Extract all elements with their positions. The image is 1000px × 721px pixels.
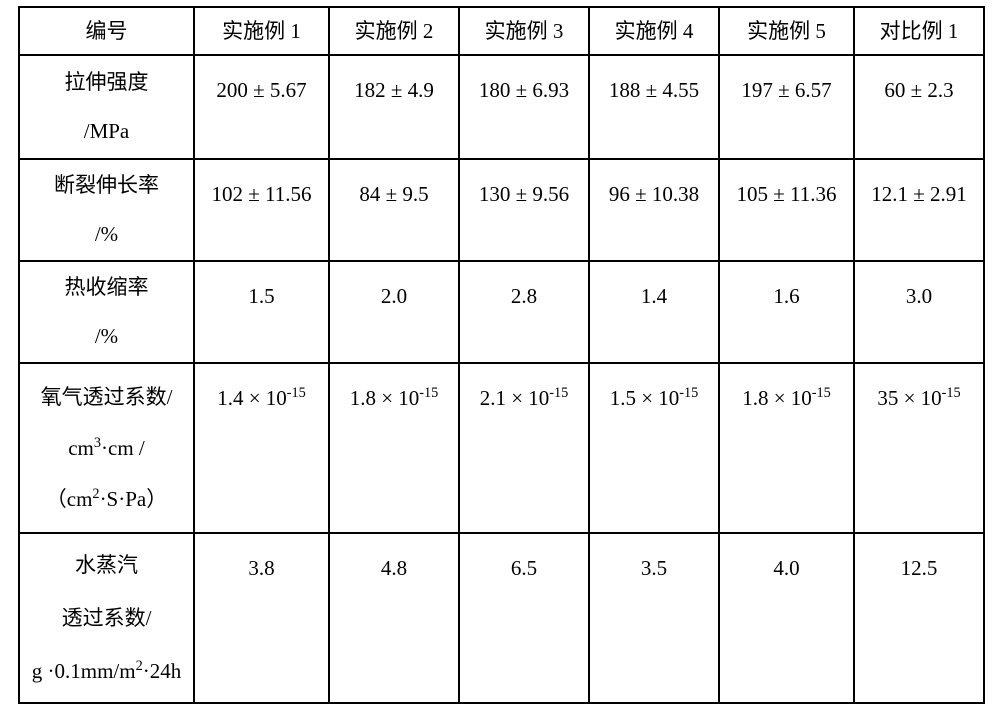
row5-label-line2: 透过系数/ (20, 608, 193, 629)
row5-v4-text: 3.5 (641, 556, 667, 580)
row3-label: 热收缩率 /% (19, 261, 194, 363)
row4-v3: 2.1 × 10-15 (459, 363, 589, 533)
row5-label-line1: 水蒸汽 (20, 555, 193, 576)
row3-v3: 2.8 (459, 261, 589, 363)
row3-label-line1: 热收缩率 (20, 277, 193, 298)
row1-v1-text: 200 ± 5.67 (216, 78, 306, 102)
row4-v2-text: 1.8 × 10-15 (350, 386, 439, 410)
row3-v4: 1.4 (589, 261, 719, 363)
row1-v5-text: 197 ± 6.57 (741, 78, 831, 102)
col-header-cmp1-text: 对比例 1 (880, 19, 959, 43)
table-row: 氧气透过系数/ cm3·cm / （cm2·S·Pa） 1.4 × 10-15 … (19, 363, 984, 533)
row4-v2: 1.8 × 10-15 (329, 363, 459, 533)
row5-v1: 3.8 (194, 533, 329, 703)
row3-v3-text: 2.8 (511, 284, 537, 308)
row5-v2-text: 4.8 (381, 556, 407, 580)
row4-label: 氧气透过系数/ cm3·cm / （cm2·S·Pa） (19, 363, 194, 533)
row1-v1: 200 ± 5.67 (194, 55, 329, 159)
row2-label: 断裂伸长率 /% (19, 159, 194, 261)
row5-v5: 4.0 (719, 533, 854, 703)
table-row: 水蒸汽 透过系数/ g ·0.1mm/m2·24h 3.8 4.8 6.5 3.… (19, 533, 984, 703)
row5-v1-text: 3.8 (248, 556, 274, 580)
row1-v3: 180 ± 6.93 (459, 55, 589, 159)
row1-v3-text: 180 ± 6.93 (479, 78, 569, 102)
row2-v2: 84 ± 9.5 (329, 159, 459, 261)
row4-v3-text: 2.1 × 10-15 (480, 386, 569, 410)
row1-v4-text: 188 ± 4.55 (609, 78, 699, 102)
row5-v6: 12.5 (854, 533, 984, 703)
row1-label: 拉伸强度 /MPa (19, 55, 194, 159)
row5-v5-text: 4.0 (773, 556, 799, 580)
row4-label-line2: cm3·cm / (20, 438, 193, 459)
row2-v6: 12.1 ± 2.91 (854, 159, 984, 261)
row5-v2: 4.8 (329, 533, 459, 703)
col-header-ex1: 实施例 1 (194, 7, 329, 55)
table-row: 拉伸强度 /MPa 200 ± 5.67 182 ± 4.9 180 ± 6.9… (19, 55, 984, 159)
row1-label-line2: /MPa (20, 121, 193, 142)
col-header-ex3-text: 实施例 3 (485, 19, 564, 43)
row2-v3: 130 ± 9.56 (459, 159, 589, 261)
col-header-ex5-text: 实施例 5 (747, 19, 826, 43)
col-header-id-text: 编号 (86, 19, 128, 43)
row2-label-line1: 断裂伸长率 (20, 175, 193, 196)
row5-label-line3: g ·0.1mm/m2·24h (20, 661, 193, 682)
col-header-ex5: 实施例 5 (719, 7, 854, 55)
row1-label-line1: 拉伸强度 (20, 72, 193, 93)
col-header-id: 编号 (19, 7, 194, 55)
col-header-ex4: 实施例 4 (589, 7, 719, 55)
col-header-cmp1: 对比例 1 (854, 7, 984, 55)
row3-v5-text: 1.6 (773, 284, 799, 308)
row3-v2: 2.0 (329, 261, 459, 363)
row4-v6: 35 × 10-15 (854, 363, 984, 533)
row1-v6: 60 ± 2.3 (854, 55, 984, 159)
row1-v6-text: 60 ± 2.3 (884, 78, 953, 102)
row2-label-line2: /% (20, 224, 193, 245)
row2-v1-text: 102 ± 11.56 (212, 182, 312, 206)
row2-v5: 105 ± 11.36 (719, 159, 854, 261)
row2-v4: 96 ± 10.38 (589, 159, 719, 261)
row2-v2-text: 84 ± 9.5 (359, 182, 428, 206)
row5-label: 水蒸汽 透过系数/ g ·0.1mm/m2·24h (19, 533, 194, 703)
row4-v4-text: 1.5 × 10-15 (610, 386, 699, 410)
table-row: 断裂伸长率 /% 102 ± 11.56 84 ± 9.5 130 ± 9.56… (19, 159, 984, 261)
row4-v4: 1.5 × 10-15 (589, 363, 719, 533)
row5-v4: 3.5 (589, 533, 719, 703)
row3-v1-text: 1.5 (248, 284, 274, 308)
table-row: 热收缩率 /% 1.5 2.0 2.8 1.4 1.6 3.0 (19, 261, 984, 363)
col-header-ex2: 实施例 2 (329, 7, 459, 55)
row4-label-line3: （cm2·S·Pa） (20, 489, 193, 510)
row5-v3-text: 6.5 (511, 556, 537, 580)
row2-v6-text: 12.1 ± 2.91 (871, 182, 967, 206)
row4-v5: 1.8 × 10-15 (719, 363, 854, 533)
row1-v5: 197 ± 6.57 (719, 55, 854, 159)
row1-v2: 182 ± 4.9 (329, 55, 459, 159)
col-header-ex3: 实施例 3 (459, 7, 589, 55)
row2-v3-text: 130 ± 9.56 (479, 182, 569, 206)
row5-v6-text: 12.5 (901, 556, 938, 580)
row2-v4-text: 96 ± 10.38 (609, 182, 699, 206)
row4-v1-text: 1.4 × 10-15 (217, 386, 306, 410)
row1-v2-text: 182 ± 4.9 (354, 78, 434, 102)
row5-v3: 6.5 (459, 533, 589, 703)
row4-v1: 1.4 × 10-15 (194, 363, 329, 533)
page-root: 编号 实施例 1 实施例 2 实施例 3 实施例 4 实施例 5 对比例 1 拉… (0, 0, 1000, 721)
table-header-row: 编号 实施例 1 实施例 2 实施例 3 实施例 4 实施例 5 对比例 1 (19, 7, 984, 55)
row3-v4-text: 1.4 (641, 284, 667, 308)
row3-v6: 3.0 (854, 261, 984, 363)
row2-v1: 102 ± 11.56 (194, 159, 329, 261)
col-header-ex1-text: 实施例 1 (222, 19, 301, 43)
col-header-ex4-text: 实施例 4 (615, 19, 694, 43)
row4-v5-text: 1.8 × 10-15 (742, 386, 831, 410)
row4-v6-text: 35 × 10-15 (877, 386, 960, 410)
row1-v4: 188 ± 4.55 (589, 55, 719, 159)
row3-v5: 1.6 (719, 261, 854, 363)
row3-v6-text: 3.0 (906, 284, 932, 308)
row3-v1: 1.5 (194, 261, 329, 363)
row3-label-line2: /% (20, 326, 193, 347)
row2-v5-text: 105 ± 11.36 (737, 182, 837, 206)
row4-label-line1: 氧气透过系数/ (20, 387, 193, 408)
col-header-ex2-text: 实施例 2 (355, 19, 434, 43)
row3-v2-text: 2.0 (381, 284, 407, 308)
data-table: 编号 实施例 1 实施例 2 实施例 3 实施例 4 实施例 5 对比例 1 拉… (18, 6, 985, 704)
